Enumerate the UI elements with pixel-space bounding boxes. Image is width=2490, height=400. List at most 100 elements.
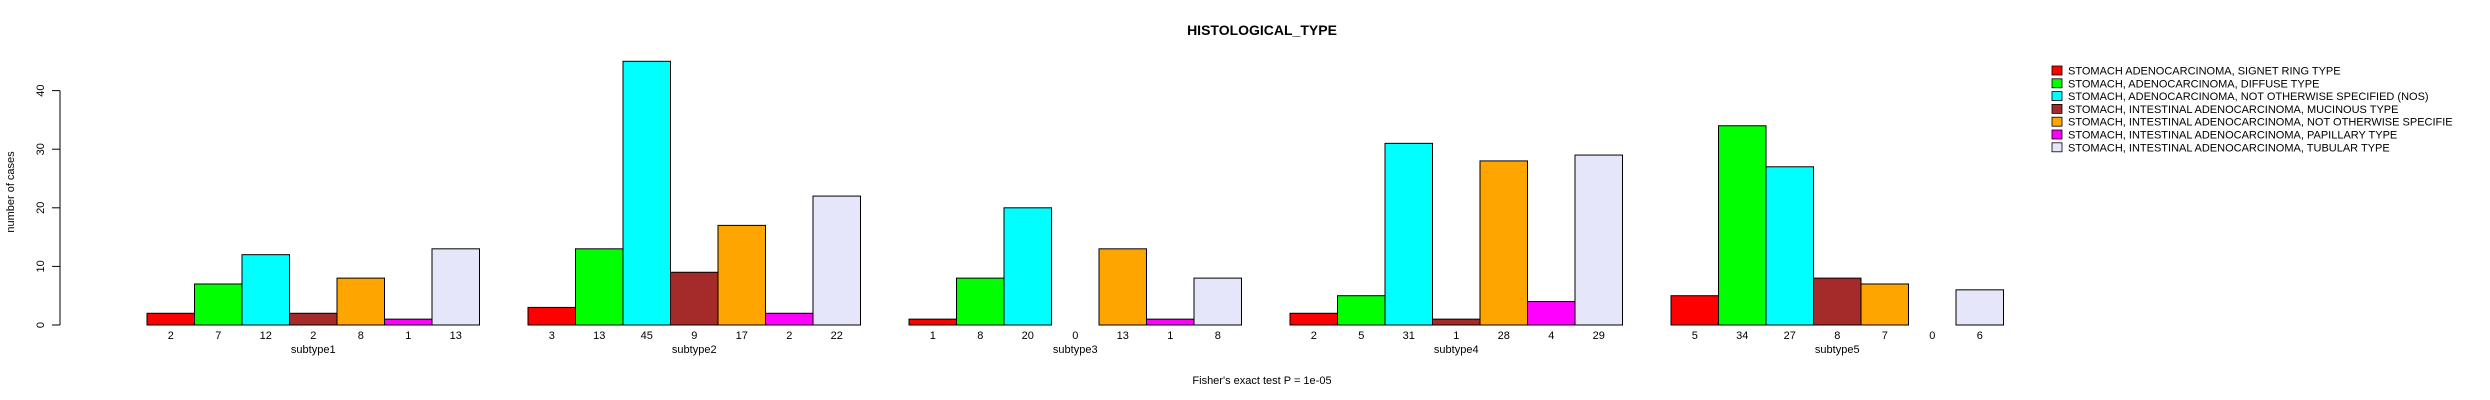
bar xyxy=(812,195,861,326)
category-label: subtype5 xyxy=(1815,344,1860,356)
bar xyxy=(1765,166,1814,326)
bar xyxy=(1955,289,2004,326)
bar xyxy=(384,318,433,326)
bar-value-label: 8 xyxy=(1215,330,1221,342)
bar-value-label: 20 xyxy=(1022,330,1034,342)
bar-value-label: 2 xyxy=(168,330,174,342)
bar xyxy=(1384,142,1433,326)
bar-group-subtype4: 2 5 31 1 28 4 29 subtype4 xyxy=(1289,142,1623,356)
bar-value-label: 34 xyxy=(1736,330,1748,342)
chart-title: HISTOLOGICAL_TYPE xyxy=(1187,22,1337,38)
bar-value-label: 31 xyxy=(1403,330,1415,342)
y-axis-label: number of cases xyxy=(5,151,17,233)
category-label: subtype1 xyxy=(291,344,336,356)
bar xyxy=(1432,318,1481,326)
bar-value-label: 22 xyxy=(831,330,843,342)
bar xyxy=(956,277,1005,326)
bar-value-label: 3 xyxy=(549,330,555,342)
bar xyxy=(1718,125,1767,326)
bar xyxy=(1289,312,1338,326)
bar xyxy=(575,248,624,326)
bar-value-label: 27 xyxy=(1784,330,1796,342)
bar-value-label: 13 xyxy=(1117,330,1129,342)
bar-value-label: 1 xyxy=(405,330,411,342)
bar-value-label: 13 xyxy=(450,330,462,342)
legend-entry: STOMACH, INTESTINAL ADENOCARCINOMA, TUBU… xyxy=(2068,142,2390,154)
bar-value-label: 1 xyxy=(1167,330,1173,342)
legend-entry: STOMACH, INTESTINAL ADENOCARCINOMA, PAPI… xyxy=(2068,130,2397,142)
bar xyxy=(241,254,290,326)
bar-group-subtype3: 1 8 20 0 13 1 8 subtype3 xyxy=(908,207,1242,356)
legend-entry: STOMACH, INTESTINAL ADENOCARCINOMA, NOT … xyxy=(2068,117,2453,129)
bar-value-label: 29 xyxy=(1593,330,1605,342)
bar xyxy=(289,312,338,326)
legend-swatch xyxy=(2051,142,2063,153)
y-tick-label: 10 xyxy=(35,260,47,272)
footnote: Fisher's exact test P = 1e-05 xyxy=(1192,375,1331,387)
bar-value-label: 0 xyxy=(1929,330,1935,342)
legend-entry: STOMACH, ADENOCARCINOMA, DIFFUSE TYPE xyxy=(2068,78,2319,90)
bar-value-label: 5 xyxy=(1692,330,1698,342)
legend-entry: STOMACH ADENOCARCINOMA, SIGNET RING TYPE xyxy=(2068,66,2341,78)
category-label: subtype3 xyxy=(1053,344,1098,356)
bar xyxy=(1527,301,1576,326)
legend-swatch xyxy=(2051,91,2063,101)
legend: STOMACH ADENOCARCINOMA, SIGNET RING TYPE… xyxy=(2051,65,2453,154)
bar-value-label: 8 xyxy=(358,330,364,342)
bar-value-label: 0 xyxy=(1072,330,1078,342)
category-label: subtype2 xyxy=(672,344,717,356)
bar xyxy=(670,271,719,326)
bar xyxy=(1479,160,1528,326)
bar-value-label: 1 xyxy=(1453,330,1459,342)
bar-value-label: 7 xyxy=(1882,330,1888,342)
bar-value-label: 8 xyxy=(977,330,983,342)
bar xyxy=(1574,154,1623,326)
bar xyxy=(336,277,385,326)
category-label: subtype4 xyxy=(1434,344,1479,356)
bar-value-label: 8 xyxy=(1834,330,1840,342)
bar xyxy=(1146,318,1195,326)
y-tick-label: 20 xyxy=(35,202,47,214)
bar-value-label: 13 xyxy=(593,330,605,342)
bar xyxy=(1193,277,1242,326)
bar-group-subtype5: 5 34 27 8 7 0 6 subtype5 xyxy=(1670,125,2004,356)
bar xyxy=(717,224,766,326)
bar-value-label: 45 xyxy=(641,330,653,342)
bar xyxy=(146,312,195,326)
bar xyxy=(527,306,576,326)
bar xyxy=(622,60,671,326)
y-tick-label: 0 xyxy=(35,322,47,328)
legend-swatch xyxy=(2051,116,2063,127)
bar-value-label: 4 xyxy=(1548,330,1554,342)
bar-value-label: 17 xyxy=(736,330,748,342)
bar xyxy=(765,312,814,326)
bar-value-label: 6 xyxy=(1977,330,1983,342)
bar-value-label: 1 xyxy=(930,330,936,342)
y-tick-label: 40 xyxy=(35,84,47,96)
bar-value-label: 12 xyxy=(260,330,272,342)
legend-entry: STOMACH, ADENOCARCINOMA, NOT OTHERWISE S… xyxy=(2068,91,2429,103)
bar xyxy=(194,283,243,326)
legend-swatch xyxy=(2051,129,2063,140)
bar xyxy=(1860,283,1909,326)
bar xyxy=(1670,295,1719,326)
legend-entry: STOMACH, INTESTINAL ADENOCARCINOMA, MUCI… xyxy=(2068,104,2398,116)
y-axis: 0 10 20 30 40 xyxy=(35,84,61,328)
bar-value-label: 5 xyxy=(1358,330,1364,342)
bar-group-subtype1: 2 7 12 2 8 1 13 subtype1 xyxy=(146,248,480,356)
bar xyxy=(1813,277,1862,326)
bar xyxy=(1337,295,1386,326)
legend-swatch xyxy=(2051,104,2063,114)
bar xyxy=(908,318,957,326)
bar xyxy=(431,248,480,326)
bar-value-label: 2 xyxy=(786,330,792,342)
legend-swatch xyxy=(2051,78,2063,89)
bar-value-label: 7 xyxy=(215,330,221,342)
bar-value-label: 9 xyxy=(691,330,697,342)
bar xyxy=(1003,207,1052,326)
legend-swatch xyxy=(2051,65,2063,76)
y-tick-label: 30 xyxy=(35,143,47,155)
